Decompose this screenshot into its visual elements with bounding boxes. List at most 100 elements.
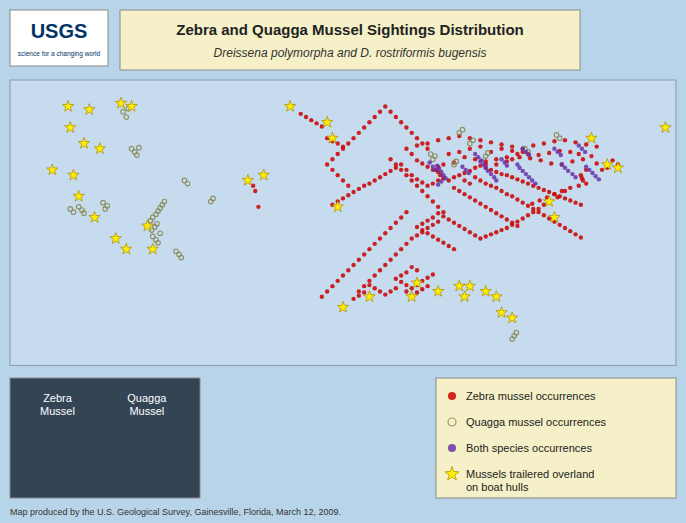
point: [411, 277, 422, 288]
point: [527, 153, 531, 157]
point: [510, 221, 514, 225]
point: [542, 188, 546, 192]
point: [543, 196, 554, 207]
point: [394, 252, 398, 256]
point: [568, 229, 572, 233]
point: [577, 143, 581, 147]
point: [373, 286, 377, 290]
point: [415, 158, 419, 162]
point: [156, 241, 161, 246]
point: [494, 186, 498, 190]
point: [473, 152, 477, 156]
point: [486, 151, 491, 156]
point: [610, 158, 614, 162]
point: [332, 201, 343, 212]
point: [115, 97, 126, 108]
point: [478, 138, 482, 142]
series-group: [68, 106, 562, 341]
point: [530, 178, 534, 182]
point: [473, 166, 477, 170]
point: [514, 330, 519, 335]
point: [443, 176, 447, 180]
point: [420, 189, 424, 193]
logo-tagline: science for a changing world: [18, 50, 101, 58]
logo-box: [10, 10, 108, 66]
point: [420, 180, 424, 184]
point: [441, 162, 445, 166]
point: [447, 152, 451, 156]
point: [346, 193, 350, 197]
point: [68, 169, 79, 180]
point: [73, 190, 84, 201]
plot-marks: [47, 97, 672, 341]
point: [320, 124, 324, 128]
point: [441, 241, 445, 245]
point: [479, 158, 483, 162]
footer: Map produced by the U.S. Geological Surv…: [10, 507, 341, 517]
point: [105, 204, 110, 209]
point: [517, 166, 521, 170]
point: [527, 175, 531, 179]
point: [383, 104, 387, 108]
point: [587, 168, 591, 172]
point: [510, 157, 514, 161]
point: [394, 277, 398, 281]
point: [84, 104, 95, 115]
point: [554, 133, 559, 138]
point: [309, 118, 313, 122]
point: [378, 110, 382, 114]
legend-label: Zebra mussel occurrences: [466, 390, 596, 402]
point: [577, 184, 581, 188]
point: [478, 178, 482, 182]
point: [155, 221, 160, 226]
point: [542, 141, 546, 145]
point: [549, 211, 560, 222]
point: [478, 201, 482, 205]
photo-label: QuaggaMussel: [127, 392, 167, 417]
point: [447, 244, 451, 248]
point: [467, 171, 471, 175]
legend-marker: [445, 467, 459, 481]
point: [420, 161, 424, 165]
point: [314, 121, 318, 125]
point: [563, 166, 567, 170]
point: [555, 195, 559, 199]
point: [499, 157, 503, 161]
point: [462, 178, 466, 182]
point: [362, 125, 366, 129]
point: [530, 201, 534, 205]
point: [367, 120, 371, 124]
point: [460, 164, 464, 168]
point: [499, 189, 503, 193]
subtitle: Dreissena polymorpha and D. rostriformis…: [214, 46, 487, 60]
point: [410, 178, 414, 182]
point: [330, 157, 334, 161]
point: [506, 312, 517, 323]
point: [524, 172, 528, 176]
point: [433, 168, 437, 172]
point: [404, 242, 408, 246]
point: [436, 205, 440, 209]
point: [89, 211, 100, 222]
point: [547, 151, 551, 155]
point: [415, 143, 419, 147]
point: [559, 153, 563, 157]
point: [65, 122, 76, 133]
point: [563, 226, 567, 230]
point: [378, 236, 382, 240]
point: [515, 219, 519, 223]
point: [362, 252, 366, 256]
legend-label-line: Mussels trailered overland: [466, 468, 594, 480]
point: [378, 268, 382, 272]
point: [494, 230, 498, 234]
point: [457, 224, 461, 228]
point: [536, 186, 540, 190]
point: [388, 258, 392, 262]
point: [373, 273, 377, 277]
point: [536, 210, 540, 214]
point: [364, 291, 375, 302]
point: [573, 175, 577, 179]
legend-marker: [448, 444, 456, 452]
point: [436, 138, 440, 142]
point: [336, 173, 340, 177]
